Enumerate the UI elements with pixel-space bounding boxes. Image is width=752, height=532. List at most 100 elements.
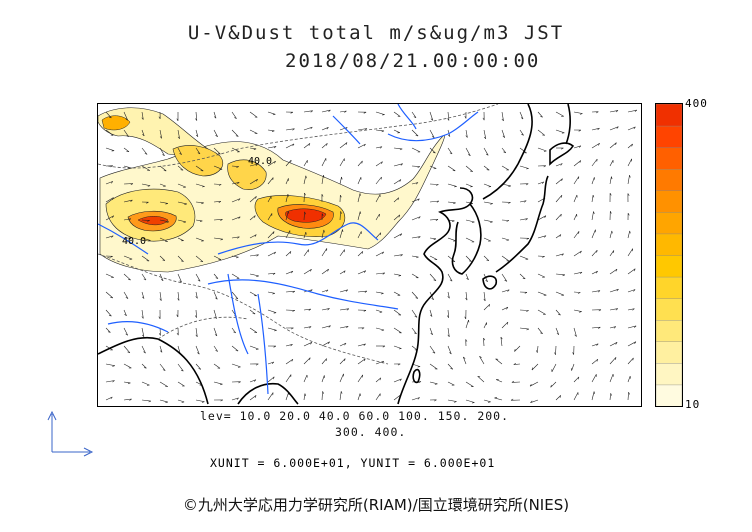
wind-vector [123,291,129,299]
wind-vector-head [181,260,184,262]
wind-vector-head [464,316,467,320]
wind-vector-head [310,269,312,272]
wind-vector [303,110,313,113]
wind-vector [303,160,308,167]
wind-vector [195,129,199,137]
wind-vector [609,373,614,383]
wind-vector [411,111,417,118]
wind-vector [483,255,490,261]
wind-vector [105,235,114,239]
wind-vector [555,178,563,185]
wind-vector [591,358,598,365]
wind-vector-head [544,215,547,218]
wind-vector [429,381,438,385]
wind-vector-head [525,183,529,186]
wind-vector [303,268,312,275]
wind-vector [555,129,565,134]
wind-vector [393,378,402,383]
wind-vector [357,374,363,383]
wind-vector [231,291,239,299]
wind-vector-head [468,319,470,323]
lake-baikal [332,115,361,145]
wind-vector-head [194,315,197,318]
wind-vector [463,356,467,365]
wind-vector-head [435,219,439,221]
wind-vector [123,147,130,152]
wind-vector [285,270,294,275]
wind-vector [321,143,328,149]
wind-vector-head [508,202,511,204]
wind-vector-head [112,215,114,218]
wind-vector [573,291,581,293]
wind-vector [447,345,452,355]
wind-vector-head [110,297,113,299]
wind-vector [555,253,564,257]
wind-vector [393,214,400,221]
wind-vector-head [165,401,168,403]
wind-vector-head [436,184,439,186]
wind-vector-head [399,148,403,151]
wind-vector [123,398,132,401]
wind-vector [393,233,402,239]
wind-vector-head [346,308,350,311]
wind-vector-head [449,352,452,355]
wind-vector-head [159,298,162,301]
wind-vector-head [128,218,132,221]
wind-vector [465,219,475,223]
contour-levels-line1: lev= 10.0 20.0 40.0 60.0 100. 150. 200. [200,409,510,423]
wind-vector-head [321,213,324,216]
wind-vector-head [255,163,258,167]
wind-vector-head [520,117,524,120]
wind-vector-head [501,118,504,122]
wind-vector-head [596,250,598,253]
wind-vector [105,291,113,299]
wind-vector-head [415,297,418,299]
wind-vector-head [597,290,601,293]
wind-vector [303,143,311,149]
wind-vector [231,111,237,119]
wind-vector-head [341,176,343,180]
river-lena [397,104,417,130]
wind-vector-head [613,326,617,329]
wind-vector-head [343,270,346,274]
wind-vector-head [195,296,198,299]
wind-vector-head [543,165,546,168]
wind-vector [591,326,601,329]
wind-vector [285,143,295,149]
wind-vector-head [579,113,583,115]
wind-vector [411,309,418,318]
wind-vector [267,309,277,313]
wind-vector [195,201,204,204]
wind-vector [411,165,420,167]
wind-vector-head [142,134,145,137]
wind-vector-head [176,314,179,318]
wind-vector [609,250,615,257]
wind-vector-head [124,314,127,317]
wind-vector-head [273,312,277,314]
wind-vector [393,291,401,296]
wind-vector [609,326,616,329]
wind-vector [159,291,162,301]
wind-vector-head [162,369,166,371]
wind-vector-head [184,203,187,205]
colorbar-swatch [655,168,683,191]
wind-vector [123,309,127,316]
wind-vector [591,195,594,203]
wind-vector [267,392,274,401]
wind-vector [483,147,489,156]
wind-vector [627,375,631,383]
wind-vector [321,109,331,113]
wind-vector-head [397,197,399,201]
wind-vector [429,111,434,121]
wind-vector [267,361,274,365]
wind-vector-head [434,383,438,385]
wind-vector-head [561,178,563,182]
wind-vector-head [160,278,164,281]
wind-vector-head [500,336,503,340]
wind-vector-head [629,175,631,178]
wind-vector-head [323,175,325,178]
wind-vector [159,237,168,242]
wind-vector-head [592,195,595,198]
wind-vector-head [179,280,182,283]
wind-vector [141,183,151,186]
